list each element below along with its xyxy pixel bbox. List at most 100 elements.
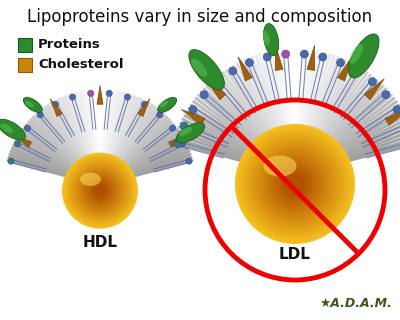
Circle shape [63, 154, 137, 228]
Ellipse shape [25, 100, 34, 107]
Circle shape [94, 185, 106, 196]
Polygon shape [168, 135, 186, 147]
Polygon shape [275, 45, 283, 70]
Circle shape [276, 164, 314, 204]
Text: LDL: LDL [279, 247, 311, 262]
Circle shape [85, 176, 115, 205]
Circle shape [235, 124, 355, 244]
Circle shape [246, 134, 344, 234]
Circle shape [200, 91, 208, 99]
Circle shape [246, 59, 254, 67]
Ellipse shape [80, 173, 101, 186]
Circle shape [69, 159, 131, 222]
Circle shape [284, 173, 306, 195]
Circle shape [65, 156, 135, 225]
Circle shape [237, 126, 353, 242]
Text: Proteins: Proteins [38, 38, 101, 52]
Circle shape [261, 150, 329, 218]
Circle shape [74, 165, 126, 216]
Circle shape [272, 161, 318, 207]
Circle shape [282, 172, 308, 196]
Circle shape [8, 158, 14, 164]
Circle shape [368, 78, 376, 86]
Ellipse shape [191, 59, 207, 76]
Ellipse shape [70, 189, 130, 215]
Circle shape [14, 141, 20, 147]
Circle shape [240, 129, 350, 239]
Circle shape [281, 170, 309, 198]
Circle shape [52, 101, 58, 107]
Ellipse shape [23, 97, 42, 112]
Circle shape [170, 125, 176, 131]
Polygon shape [385, 109, 400, 125]
Circle shape [252, 141, 338, 227]
Polygon shape [14, 135, 32, 147]
Circle shape [84, 175, 116, 206]
Polygon shape [50, 99, 62, 116]
Circle shape [91, 182, 109, 200]
Circle shape [247, 136, 343, 232]
Circle shape [189, 106, 197, 114]
Ellipse shape [263, 31, 270, 45]
Circle shape [24, 125, 30, 131]
Polygon shape [307, 45, 315, 70]
Circle shape [263, 152, 327, 216]
Circle shape [353, 67, 361, 75]
Circle shape [336, 59, 344, 67]
Circle shape [78, 168, 122, 213]
Ellipse shape [189, 50, 224, 90]
Ellipse shape [160, 100, 168, 107]
Circle shape [70, 161, 130, 221]
Circle shape [142, 101, 148, 107]
Circle shape [83, 174, 117, 208]
Ellipse shape [179, 127, 192, 136]
Circle shape [249, 138, 341, 230]
Ellipse shape [176, 123, 205, 143]
Circle shape [180, 122, 188, 130]
Circle shape [174, 140, 182, 148]
Circle shape [86, 177, 114, 204]
Circle shape [62, 153, 138, 229]
Circle shape [75, 166, 125, 215]
Ellipse shape [264, 156, 296, 177]
Circle shape [64, 155, 136, 227]
Ellipse shape [158, 97, 177, 112]
Ellipse shape [0, 119, 26, 140]
Circle shape [282, 50, 290, 58]
Circle shape [71, 162, 129, 220]
Polygon shape [338, 57, 352, 81]
Circle shape [393, 106, 400, 114]
Circle shape [279, 168, 311, 200]
Circle shape [92, 183, 108, 199]
Polygon shape [238, 57, 252, 81]
Circle shape [93, 184, 107, 197]
Text: Lipoproteins vary in size and composition: Lipoproteins vary in size and compositio… [28, 8, 372, 26]
Bar [18, 38, 32, 52]
Circle shape [256, 145, 334, 223]
Text: HDL: HDL [82, 235, 118, 250]
Circle shape [244, 133, 346, 235]
Circle shape [242, 131, 348, 237]
Circle shape [268, 157, 322, 211]
Bar [18, 58, 32, 72]
Circle shape [79, 169, 121, 212]
Circle shape [300, 50, 308, 58]
Circle shape [267, 156, 323, 212]
Circle shape [81, 172, 119, 210]
Polygon shape [181, 109, 205, 125]
Ellipse shape [264, 24, 279, 56]
Circle shape [265, 154, 325, 214]
Circle shape [82, 173, 118, 209]
Circle shape [263, 53, 271, 61]
Circle shape [258, 147, 332, 221]
Circle shape [251, 140, 339, 228]
Ellipse shape [350, 44, 363, 64]
Circle shape [90, 180, 110, 201]
Ellipse shape [247, 181, 343, 223]
Circle shape [274, 163, 316, 205]
Circle shape [277, 166, 313, 202]
Circle shape [72, 163, 128, 219]
Circle shape [37, 112, 43, 118]
Circle shape [260, 148, 330, 220]
Text: Cholesterol: Cholesterol [38, 59, 124, 71]
